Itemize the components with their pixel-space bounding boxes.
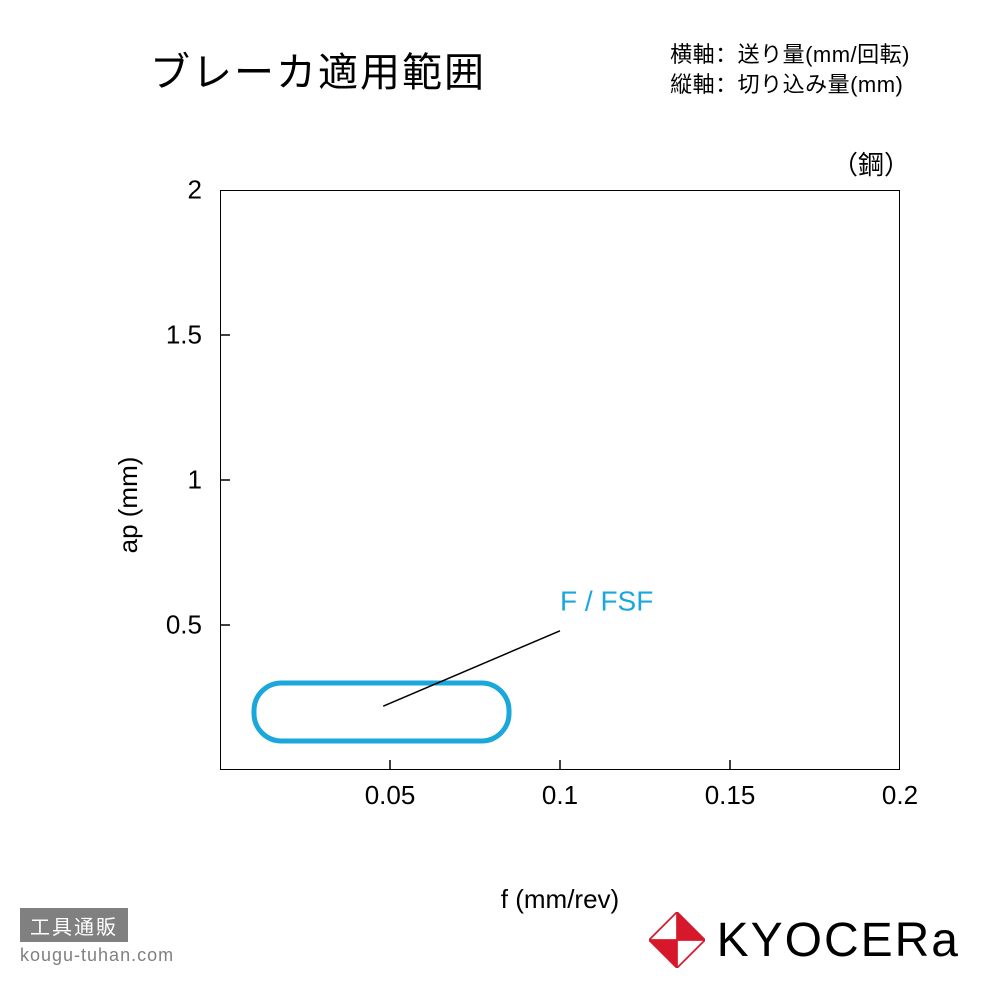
y-tick-label: 1.5 <box>166 320 202 351</box>
svg-text:F / FSF: F / FSF <box>560 586 653 617</box>
page-root: ブレーカ適用範囲 横軸：送り量(mm/回転) 縦軸：切り込み量(mm) （鋼） … <box>0 0 1000 1000</box>
axis-note-x: 横軸：送り量(mm/回転) <box>670 40 910 70</box>
footer: 工具通販 kougu-tuhan.com KYOCERa <box>0 900 1000 980</box>
plot-area: F / FSF 0.050.10.150.20.511.52 <box>220 190 900 770</box>
chart: ap (mm) F / FSF 0.050.10.150.20.511.52 f… <box>120 170 920 840</box>
shop-url: kougu-tuhan.com <box>20 945 174 966</box>
y-tick-label: 0.5 <box>166 610 202 641</box>
x-tick-label: 0.1 <box>542 780 578 811</box>
brand-text: KYOCERa <box>717 913 960 968</box>
chart-title: ブレーカ適用範囲 <box>150 40 486 98</box>
shop-badge: 工具通販 <box>20 908 128 942</box>
y-tick-label: 1 <box>188 465 202 496</box>
x-tick-label: 0.05 <box>365 780 416 811</box>
y-axis-title: ap (mm) <box>113 457 144 554</box>
x-tick-label: 0.15 <box>705 780 756 811</box>
brand-logo: KYOCERa <box>649 912 960 968</box>
kyocera-mark-icon <box>649 912 705 968</box>
x-tick-label: 0.2 <box>882 780 918 811</box>
y-tick-label: 2 <box>188 175 202 206</box>
axis-note-y: 縦軸：切り込み量(mm) <box>670 70 910 100</box>
plot-svg: F / FSF <box>220 190 900 770</box>
axis-legend: 横軸：送り量(mm/回転) 縦軸：切り込み量(mm) <box>670 40 910 99</box>
